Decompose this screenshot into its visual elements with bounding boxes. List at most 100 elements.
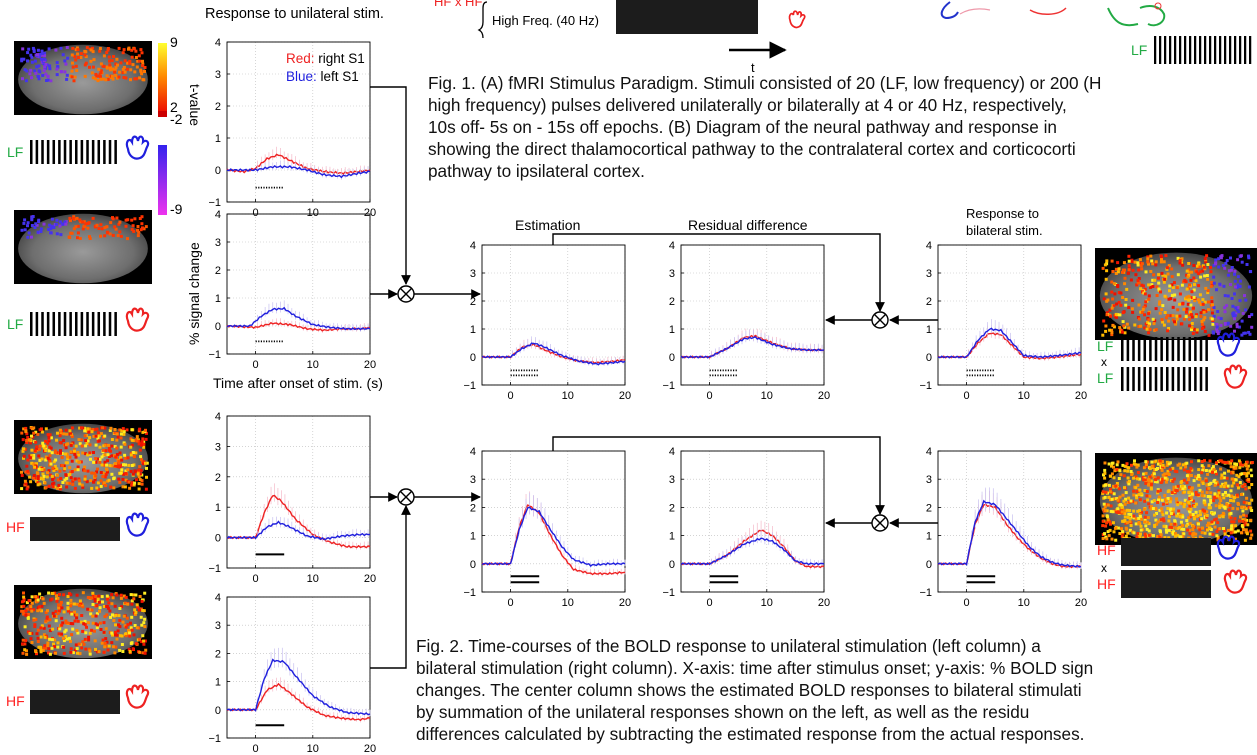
activation-voxel [46,471,49,475]
activation-voxel [1119,473,1123,477]
activation-voxel [1192,306,1195,310]
activation-voxel [1181,263,1185,267]
activation-voxel [1143,326,1147,330]
activation-voxel [98,47,102,50]
activation-voxel [1247,256,1251,260]
activation-voxel [139,455,143,459]
activation-voxel [1106,530,1110,534]
activation-voxel [1101,524,1105,528]
stim-pulse [52,312,56,336]
activation-voxel [1208,532,1212,536]
activation-voxel [83,637,87,641]
activation-voxel [1149,254,1153,258]
activation-voxel [1225,476,1229,480]
stim-pulse [1182,337,1186,361]
x-axis-label: Time after onset of stim. (s) [213,375,383,391]
activation-voxel [75,613,79,617]
plot-frame [680,450,825,593]
activation-voxel [94,595,98,598]
activation-voxel [1150,500,1154,504]
activation-voxel [46,441,50,445]
stim-pulse [1179,36,1182,64]
activation-voxel [1147,477,1151,481]
activation-voxel [1204,260,1208,264]
activation-voxel [1155,294,1159,297]
activation-voxel [140,226,144,230]
activation-voxel [115,637,119,641]
activation-voxel [25,69,29,73]
activation-voxel [1128,516,1132,520]
activation-voxel [1185,269,1189,273]
series-line [937,327,1082,359]
activation-voxel [1178,462,1182,466]
activation-voxel [76,631,80,635]
activation-voxel [1171,532,1175,536]
activation-voxel [1233,517,1237,521]
series-line [226,164,371,179]
activation-voxel [1139,287,1143,291]
x-tick-label: 0 [964,597,970,609]
activation-voxel [1158,534,1162,538]
activation-voxel [32,454,36,457]
activation-voxel [83,619,87,623]
activation-voxel [104,637,108,641]
activation-voxel [86,607,90,611]
activation-voxel [1136,278,1140,282]
activation-voxel [1223,266,1227,270]
activation-voxel [63,59,67,63]
activation-voxel [21,438,25,442]
activation-voxel [1183,502,1187,506]
activation-voxel [91,603,95,606]
activation-voxel [40,49,44,53]
activation-voxel [1200,517,1204,521]
activation-voxel [1172,507,1176,511]
series-line [226,520,371,541]
activation-voxel [1122,499,1126,503]
legend-red-key: Red: [286,51,315,66]
activation-voxel [95,223,99,227]
activation-voxel [92,451,95,454]
activation-voxel [1242,331,1246,335]
activation-voxel [1190,313,1193,317]
activation-voxel [89,612,93,616]
activation-voxel [110,444,114,448]
activation-voxel [1107,483,1111,487]
activation-voxel [1110,497,1114,501]
activation-voxel [1225,259,1229,262]
activation-voxel [1185,287,1189,291]
activation-voxel [80,483,84,487]
activation-voxel [1185,474,1189,478]
activation-voxel [130,438,134,442]
activation-voxel [1155,512,1158,515]
activation-voxel [99,71,103,74]
activation-voxel [103,426,107,430]
activation-voxel [1117,300,1121,304]
activation-voxel [1185,310,1188,314]
activation-voxel [1154,328,1158,332]
activation-voxel [85,46,89,50]
activation-voxel [129,78,132,82]
activation-voxel [1161,473,1165,477]
x-tick-label: 10 [562,390,574,402]
activation-voxel [1103,509,1107,512]
activation-voxel [102,471,106,475]
fig2-caption: Fig. 2. Time-courses of the BOLD respons… [416,635,1257,745]
activation-voxel [1178,514,1182,518]
y-tick-label: 1 [215,293,221,305]
activation-voxel [1204,477,1208,481]
activation-voxel [1143,520,1147,524]
activation-voxel [1203,300,1207,304]
activation-voxel [1194,315,1198,319]
activation-voxel [1164,316,1168,320]
activation-voxel [1191,533,1195,537]
activation-voxel [128,650,132,653]
activation-voxel [120,643,124,646]
activation-voxel [140,215,144,219]
hf-stim-block [1121,538,1211,566]
activation-voxel [37,64,41,68]
activation-voxel [1145,527,1149,531]
activation-voxel [1197,272,1201,276]
activation-voxel [1157,273,1161,277]
activation-voxel [130,428,134,432]
activation-voxel [1223,322,1227,325]
